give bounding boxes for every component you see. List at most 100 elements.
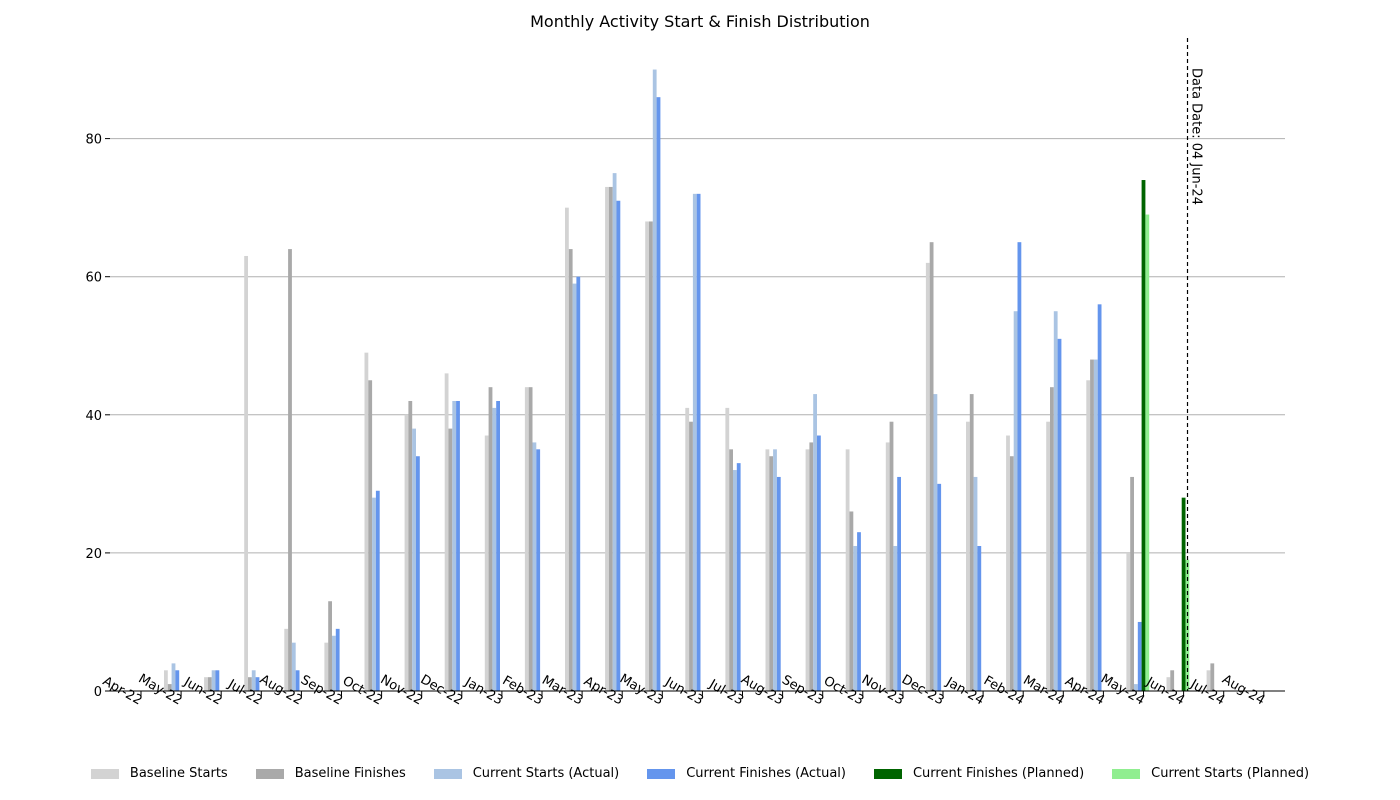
bar-current-finishes-actual xyxy=(295,670,300,691)
chart-legend: Baseline Starts Baseline Finishes Current … xyxy=(0,766,1400,781)
bar-current-starts-actual xyxy=(853,545,858,691)
bar-baseline-starts xyxy=(1126,552,1131,691)
bar-current-starts-actual xyxy=(372,497,376,691)
bar-current-finishes-actual xyxy=(416,456,420,691)
bar-baseline-starts xyxy=(1086,380,1091,691)
bar-baseline-finishes xyxy=(929,242,934,692)
bar-baseline-starts xyxy=(1046,421,1050,691)
bar-current-starts-actual xyxy=(1134,684,1138,691)
y-tick-label: 40 xyxy=(85,409,102,424)
bar-current-starts-actual xyxy=(1053,311,1058,691)
chart-title: Monthly Activity Start & Finish Distribu… xyxy=(530,12,870,31)
legend-swatch xyxy=(255,768,284,779)
bar-baseline-finishes xyxy=(368,380,373,691)
y-tick-label: 80 xyxy=(85,133,102,148)
bar-current-finishes-actual xyxy=(656,97,661,692)
bar-current-finishes-actual xyxy=(977,545,982,691)
bar-current-finishes-actual xyxy=(375,490,380,691)
bar-baseline-finishes xyxy=(1210,663,1215,691)
legend-item: Current Starts (Actual) xyxy=(433,766,620,781)
bar-baseline-starts xyxy=(885,442,890,691)
bar-current-finishes-actual xyxy=(576,276,581,691)
bar-baseline-finishes xyxy=(248,677,252,691)
bar-current-starts-actual xyxy=(933,394,938,691)
bar-current-finishes-actual xyxy=(1137,621,1142,691)
bar-current-starts-actual xyxy=(332,635,336,691)
bar-current-finishes-actual xyxy=(335,628,340,691)
bar-current-starts-actual xyxy=(171,663,176,691)
bar-current-finishes-actual xyxy=(175,670,180,691)
bar-current-starts-actual xyxy=(211,670,216,691)
bar-baseline-starts xyxy=(1166,677,1171,691)
bar-baseline-starts xyxy=(244,255,248,692)
bar-baseline-starts xyxy=(685,407,690,691)
bar-current-starts-actual xyxy=(1093,359,1098,691)
bar-baseline-finishes xyxy=(207,677,212,691)
legend-item: Current Starts (Planned) xyxy=(1112,766,1309,781)
bar-baseline-starts xyxy=(725,407,730,691)
bar-baseline-starts xyxy=(1206,670,1211,691)
bar-current-starts-actual xyxy=(532,442,537,691)
bar-current-finishes-actual xyxy=(456,400,460,691)
bar-baseline-starts xyxy=(164,670,168,691)
bar-baseline-starts xyxy=(404,414,409,691)
legend-swatch xyxy=(90,768,119,779)
bar-baseline-finishes xyxy=(649,221,653,691)
bar-baseline-starts xyxy=(524,387,529,691)
bar-baseline-starts xyxy=(966,421,970,691)
bar-current-starts-planned xyxy=(1185,559,1190,691)
bar-current-starts-actual xyxy=(412,428,416,691)
bar-current-starts-actual xyxy=(291,642,296,691)
bar-baseline-starts xyxy=(845,449,850,691)
legend-item: Current Finishes (Actual) xyxy=(647,766,846,781)
bar-baseline-finishes xyxy=(288,249,292,691)
y-tick-label: 60 xyxy=(85,271,102,286)
bar-current-finishes-actual xyxy=(536,449,541,691)
bar-current-starts-planned xyxy=(1145,214,1150,691)
bar-baseline-starts xyxy=(284,628,289,691)
bar-baseline-finishes xyxy=(689,421,693,691)
bar-baseline-finishes xyxy=(167,684,172,691)
bar-current-finishes-planned xyxy=(1141,180,1146,691)
bar-current-finishes-actual xyxy=(937,483,942,691)
legend-item: Baseline Starts xyxy=(90,766,228,781)
bar-baseline-finishes xyxy=(408,400,413,691)
bar-baseline-finishes xyxy=(608,186,613,691)
bar-current-finishes-actual xyxy=(736,463,741,691)
legend-swatch xyxy=(433,768,462,779)
bar-current-finishes-actual xyxy=(496,400,500,691)
y-tick-label: 20 xyxy=(85,547,102,562)
legend-label: Baseline Starts xyxy=(129,766,228,781)
bar-baseline-finishes xyxy=(889,421,894,691)
bar-current-finishes-actual xyxy=(616,200,621,691)
bar-baseline-starts xyxy=(364,352,369,691)
bar-current-starts-actual xyxy=(692,193,697,691)
bar-current-finishes-actual xyxy=(1017,242,1022,692)
legend-swatch xyxy=(1112,768,1141,779)
bar-current-finishes-actual xyxy=(857,532,861,691)
bar-current-starts-actual xyxy=(773,449,777,691)
legend-item: Baseline Finishes xyxy=(255,766,406,781)
bar-baseline-starts xyxy=(565,207,569,691)
bar-baseline-finishes xyxy=(809,442,814,691)
bar-current-starts-actual xyxy=(973,476,978,691)
bar-baseline-finishes xyxy=(1050,387,1054,691)
bar-current-starts-actual xyxy=(1013,311,1018,691)
bar-baseline-starts xyxy=(1006,435,1010,691)
legend-label: Current Finishes (Planned) xyxy=(912,766,1085,781)
bar-current-starts-actual xyxy=(652,69,657,692)
bar-baseline-finishes xyxy=(769,456,774,691)
bar-baseline-starts xyxy=(444,373,449,691)
bar-baseline-finishes xyxy=(1130,476,1134,691)
bar-baseline-starts xyxy=(765,449,770,691)
bar-baseline-starts xyxy=(805,449,810,691)
bar-baseline-finishes xyxy=(488,387,493,691)
bar-baseline-starts xyxy=(324,642,329,691)
bar-baseline-finishes xyxy=(1009,456,1014,691)
legend-label: Current Starts (Actual) xyxy=(472,766,620,781)
bar-baseline-finishes xyxy=(568,249,573,691)
bar-current-starts-actual xyxy=(733,470,737,691)
bar-baseline-finishes xyxy=(729,449,733,691)
legend-label: Baseline Finishes xyxy=(294,766,406,781)
y-tick-label: 0 xyxy=(94,685,102,700)
